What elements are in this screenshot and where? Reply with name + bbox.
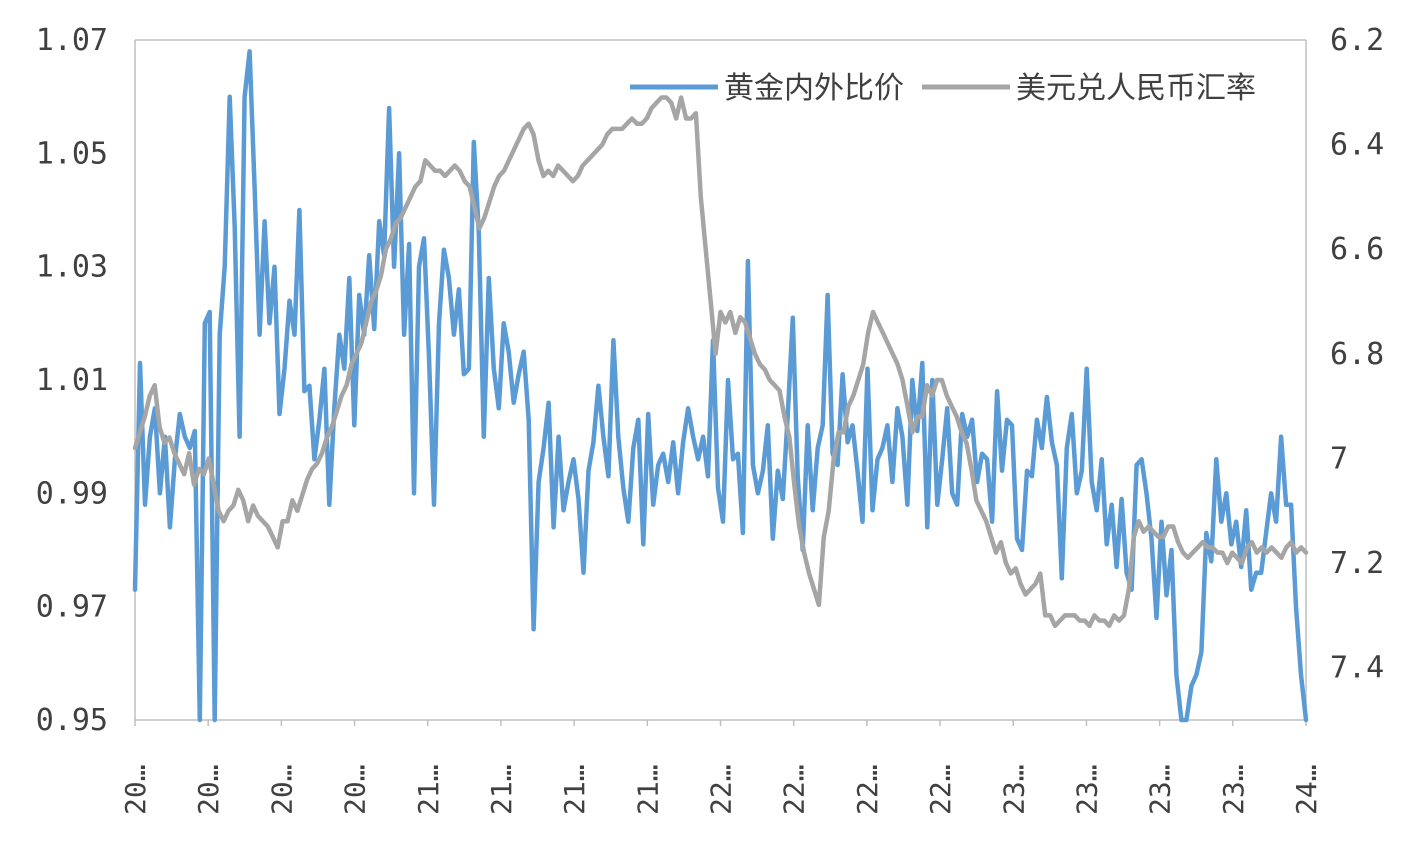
x-tick-label: 20… [192,764,225,815]
x-tick-label: 24… [1290,764,1323,815]
legend-item-usdcny: 美元兑人民币汇率 [922,71,1256,106]
x-tick-label: 22… [851,764,884,815]
x-tick-label: 20… [339,764,372,815]
legend-label: 美元兑人民币汇率 [1016,71,1256,106]
legend: 黄金内外比价 美元兑人民币汇率 [630,71,1256,106]
x-tick-label: 22… [778,764,811,815]
left-y-tick-label: 1.05 [36,136,108,171]
x-tick-label: 21… [631,764,664,815]
x-axis: 20… 20… 20… 20… 21… 21… 21… 21… 22… 22… 22… 22… 23… 2… [119,720,1323,815]
x-tick-label: 23… [1217,764,1250,815]
left-y-tick-label: 0.99 [36,476,108,511]
left-y-tick-label: 0.97 [36,590,108,625]
usdcny-series-line [132,95,1309,629]
right-y-tick-label: 7.4 [1330,651,1384,686]
legend-label: 黄金内外比价 [724,71,904,106]
x-tick-label: 21… [485,764,518,815]
x-tick-label: 20… [265,764,298,815]
x-tick-label: 22… [705,764,738,815]
x-tick-label: 20… [119,764,152,815]
gold-ratio-series-line [132,49,1309,723]
x-tick-label: 23… [997,764,1030,815]
right-y-tick-label: 6.2 [1330,23,1384,58]
x-tick-label: 21… [558,764,591,815]
plot-area-frame [134,39,1307,721]
x-tick-label: 23… [1144,764,1177,815]
left-y-tick-label: 1.01 [36,363,108,398]
x-tick-label: 23… [1070,764,1103,815]
right-y-tick-label: 7 [1330,441,1348,476]
x-tick-label: 22… [924,764,957,815]
x-tick-label: 21… [412,764,445,815]
left-y-axis: 1.07 1.05 1.03 1.01 0.99 0.97 0.95 [36,23,108,738]
legend-item-gold-ratio: 黄金内外比价 [630,71,904,106]
right-y-tick-label: 6.8 [1330,337,1384,372]
left-y-tick-label: 1.07 [36,23,108,58]
right-y-axis: 6.2 6.4 6.6 6.8 7 7.2 7.4 [1330,23,1384,686]
left-y-tick-label: 0.95 [36,703,108,738]
series-layer [132,49,1309,723]
right-y-tick-label: 6.4 [1330,128,1384,163]
right-y-tick-label: 6.6 [1330,232,1384,267]
left-y-tick-label: 1.03 [36,250,108,285]
right-y-tick-label: 7.2 [1330,546,1384,581]
